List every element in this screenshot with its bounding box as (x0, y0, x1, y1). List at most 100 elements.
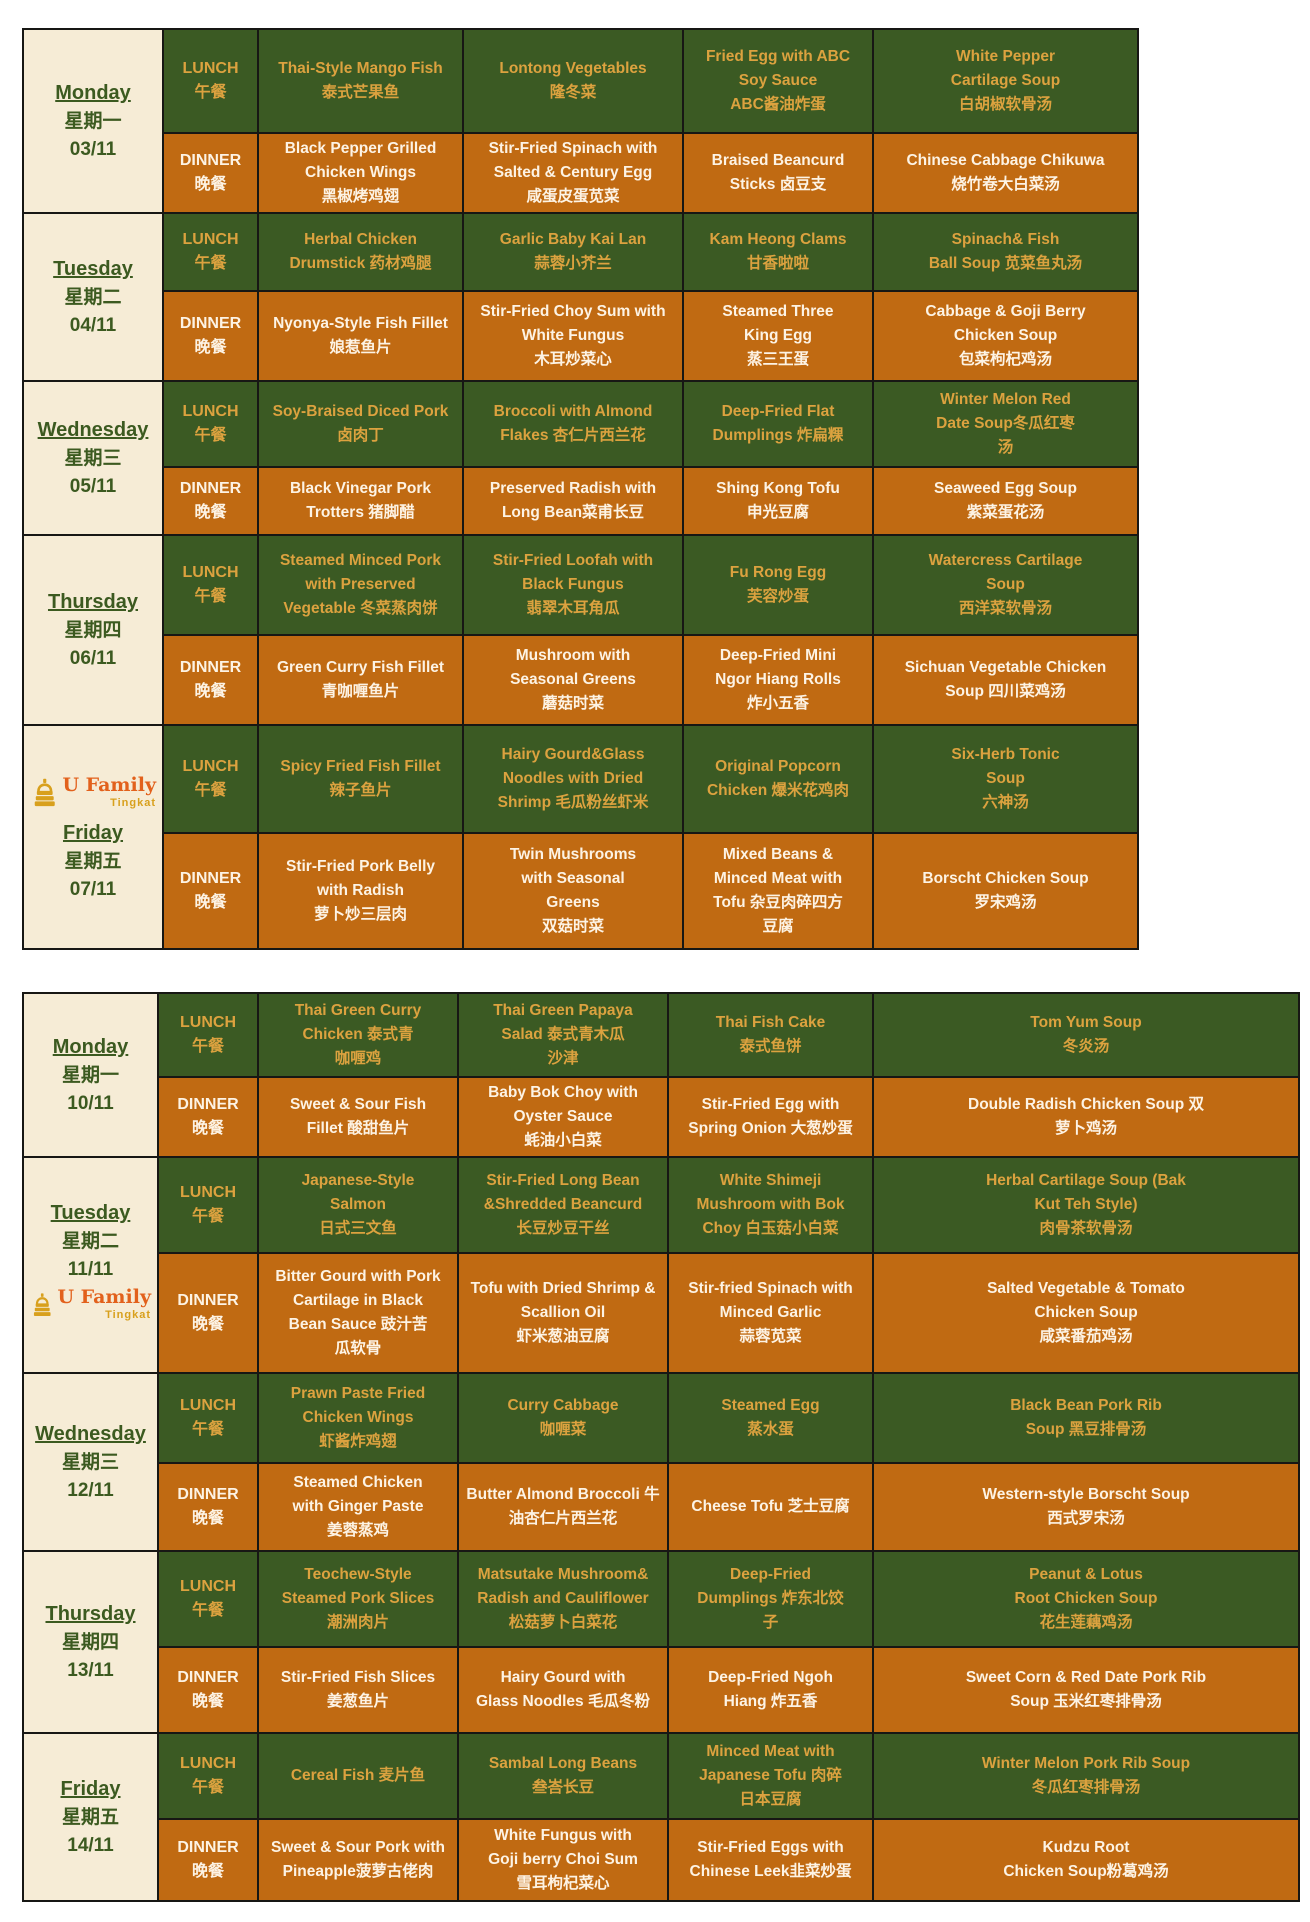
logo-brand: U Family (57, 1286, 151, 1309)
day-cell-monday: Monday 星期一 03/11 (22, 27, 164, 215)
lunch-dish-cell: Lontong Vegetables 隆冬菜 (462, 28, 684, 134)
meal-label-en: DINNER (179, 659, 242, 677)
logo-sub: Tingkat (110, 797, 156, 809)
meal-label-zh: 午餐 (191, 1038, 224, 1056)
meal-label-dinner: DINNER 晚餐 (162, 832, 259, 951)
lunch-dish-cell: Spinach& Fish Ball Soup 苋菜鱼丸汤 (872, 212, 1139, 293)
lunch-dish-cell: Minced Meat with Japanese Tofu 肉碎 日本豆腐 (667, 1732, 874, 1821)
meal-label-zh: 晚餐 (191, 1693, 224, 1711)
lunch-dish-cell: White Shimeji Mushroom with Bok Choy 白玉菇… (667, 1156, 874, 1255)
dinner-dish-cell: Deep-Fried Mini Ngor Hiang Rolls 炸小五香 (682, 634, 874, 727)
meal-label-zh: 午餐 (191, 1779, 224, 1797)
day-name: Wednesday (35, 1423, 146, 1446)
day-name-zh: 星期一 (61, 1065, 119, 1087)
dinner-dish-cell: Braised Beancurd Sticks 卤豆支 (682, 131, 874, 215)
meal-label-en: LUNCH (180, 1014, 236, 1032)
menu-row-lunch: Wednesday 星期三 12/11 LUNCH 午餐 Prawn Paste Frie… (22, 1372, 1300, 1553)
meal-label-lunch: LUNCH 午餐 (157, 1550, 259, 1649)
dinner-dish-cell: Steamed Three King Egg 蒸三王蛋 (682, 290, 874, 383)
meal-label-zh: 晚餐 (191, 1120, 224, 1138)
meal-label-en: LUNCH (180, 1755, 236, 1773)
meal-label-en: DINNER (177, 1096, 239, 1114)
day-cell-tuesday: Tuesday 星期二 11/11 U Family Tingkat (22, 1156, 159, 1375)
menu-row-dinner: DINNER 晚餐 Black Pepper Grilled Chicken Win… (23, 131, 1139, 215)
lunch-dish-cell: Winter Melon Pork Rib Soup 冬瓜红枣排骨汤 (872, 1732, 1300, 1821)
dinner-dish-cell: Twin Mushrooms with Seasonal Greens 双菇时菜 (462, 832, 684, 951)
menu-row-lunch: Thursday 星期四 06/11 LUNCH 午餐 Steamed Minced Po… (22, 534, 1139, 727)
day-date: 11/11 (67, 1258, 114, 1280)
meal-label-en: LUNCH (182, 758, 239, 776)
meal-label-en: DINNER (177, 1839, 239, 1857)
day-name: Friday (60, 1778, 121, 1801)
ufamily-tingkat-logo: U Family Tingkat (30, 1285, 151, 1327)
menu-row-lunch: Monday 星期一 03/11 LUNCH 午餐 Thai-Style Mango Fi… (22, 27, 1139, 215)
meal-label-en: DINNER (177, 1486, 239, 1504)
meal-label-dinner: DINNER 晚餐 (157, 1462, 259, 1553)
dinner-dish-cell: Double Radish Chicken Soup 双 萝卜鸡汤 (872, 1076, 1300, 1159)
menu-table-week1: Monday 星期一 03/11 LUNCH 午餐 Thai-Style Mango Fi… (22, 27, 1139, 951)
meal-label-dinner: DINNER 晚餐 (162, 131, 259, 215)
menu-row-dinner: DINNER 晚餐 Green Curry Fish Fillet 青咖喱鱼片 Mus… (23, 634, 1139, 727)
meal-label-en: DINNER (179, 870, 242, 888)
menu-row-dinner: DINNER 晚餐 Bitter Gourd with Pork Cartilage… (23, 1252, 1300, 1375)
lunch-dish-cell: Soy-Braised Diced Pork 卤肉丁 (257, 380, 464, 469)
day-cell-friday: Friday 星期五 14/11 (22, 1732, 159, 1903)
meal-label-zh: 午餐 (191, 1421, 224, 1439)
day-name-zh: 星期一 (64, 110, 122, 132)
lunch-dish-cell: Thai Green Papaya Salad 泰式青木瓜 沙津 (457, 992, 669, 1079)
meal-label-dinner: DINNER 晚餐 (157, 1252, 259, 1375)
tingkat-carrier-icon (33, 1293, 51, 1317)
meal-label-en: LUNCH (182, 60, 239, 77)
meal-label-zh: 午餐 (194, 427, 227, 445)
dinner-dish-cell: Butter Almond Broccoli 牛 油杏仁片西兰花 (457, 1462, 669, 1553)
dinner-dish-cell: Tofu with Dried Shrimp & Scallion Oil 虾米… (457, 1252, 669, 1375)
meal-label-zh: 午餐 (194, 782, 227, 800)
dinner-dish-cell: Green Curry Fish Fillet 青咖喱鱼片 (257, 634, 464, 727)
menu-row-dinner: DINNER 晚餐 Sweet & Sour Fish Fillet 酸甜鱼片 Bab… (23, 1076, 1300, 1159)
dinner-dish-cell: Stir-Fried Pork Belly with Radish 萝卜炒三层肉 (257, 832, 464, 951)
meal-label-zh: 午餐 (194, 255, 227, 273)
menu-row-lunch: Wednesday 星期三 05/11 LUNCH 午餐 Soy-Braised Dice… (22, 380, 1139, 537)
lunch-dish-cell: Thai Fish Cake 泰式鱼饼 (667, 992, 874, 1079)
day-date: 14/11 (67, 1834, 114, 1856)
meal-label-en: LUNCH (180, 1397, 236, 1415)
menu-row-dinner: DINNER 晚餐 Steamed Chicken with Ginger Past… (23, 1462, 1300, 1553)
lunch-dish-cell: Tom Yum Soup 冬炎汤 (872, 992, 1300, 1079)
dinner-dish-cell: Stir-Fried Egg with Spring Onion 大葱炒蛋 (667, 1076, 874, 1159)
meal-label-zh: 午餐 (191, 1208, 224, 1226)
day-cell-friday: U Family Tingkat Friday 星期五 07/11 (22, 724, 164, 951)
meal-label-lunch: LUNCH 午餐 (162, 380, 259, 469)
lunch-dish-cell: Fu Rong Egg 芙容炒蛋 (682, 534, 874, 637)
day-name-zh: 星期四 (61, 1632, 119, 1654)
lunch-dish-cell: Herbal Cartilage Soup (Bak Kut Teh Style… (872, 1156, 1300, 1255)
day-name: Wednesday (37, 419, 149, 441)
meal-label-zh: 晚餐 (194, 894, 227, 912)
meal-label-lunch: LUNCH 午餐 (162, 28, 259, 134)
meal-label-en: LUNCH (180, 1184, 236, 1202)
day-name-zh: 星期二 (61, 1231, 119, 1253)
dinner-dish-cell: Preserved Radish with Long Bean菜甫长豆 (462, 466, 684, 537)
lunch-dish-cell: Spicy Fried Fish Fillet 辣子鱼片 (257, 724, 464, 835)
day-name: Tuesday (50, 1202, 131, 1225)
dinner-dish-cell: Black Vinegar Pork Trotters 猪脚醋 (257, 466, 464, 537)
meal-label-zh: 晚餐 (191, 1316, 224, 1334)
menu-row-lunch: Tuesday 星期二 11/11 U Family Tingkat LUNCH 午餐 Jap… (22, 1156, 1300, 1375)
dinner-dish-cell: Stir-Fried Eggs with Chinese Leek韭菜炒蛋 (667, 1818, 874, 1903)
meal-label-en: LUNCH (182, 403, 239, 421)
day-cell-wednesday: Wednesday 星期三 12/11 (22, 1372, 159, 1553)
meal-label-lunch: LUNCH 午餐 (162, 212, 259, 293)
meal-label-zh: 晚餐 (194, 176, 227, 194)
lunch-dish-cell: Teochew-Style Steamed Pork Slices 潮洲肉片 (257, 1550, 459, 1649)
day-name: Monday (55, 81, 131, 104)
dinner-dish-cell: Stir-Fried Spinach with Salted & Century… (462, 131, 684, 215)
tingkat-carrier-icon (34, 778, 55, 807)
meal-label-lunch: LUNCH 午餐 (162, 724, 259, 835)
dinner-dish-cell: Salted Vegetable & Tomato Chicken Soup 咸… (872, 1252, 1300, 1375)
logo-text: U Family Tingkat (62, 775, 156, 812)
ufamily-tingkat-logo: U Family Tingkat (30, 773, 156, 815)
day-name-zh: 星期五 (64, 851, 122, 872)
meal-label-dinner: DINNER 晚餐 (157, 1646, 259, 1735)
lunch-dish-cell: Cereal Fish 麦片鱼 (257, 1732, 459, 1821)
meal-label-zh: 晚餐 (194, 339, 227, 357)
